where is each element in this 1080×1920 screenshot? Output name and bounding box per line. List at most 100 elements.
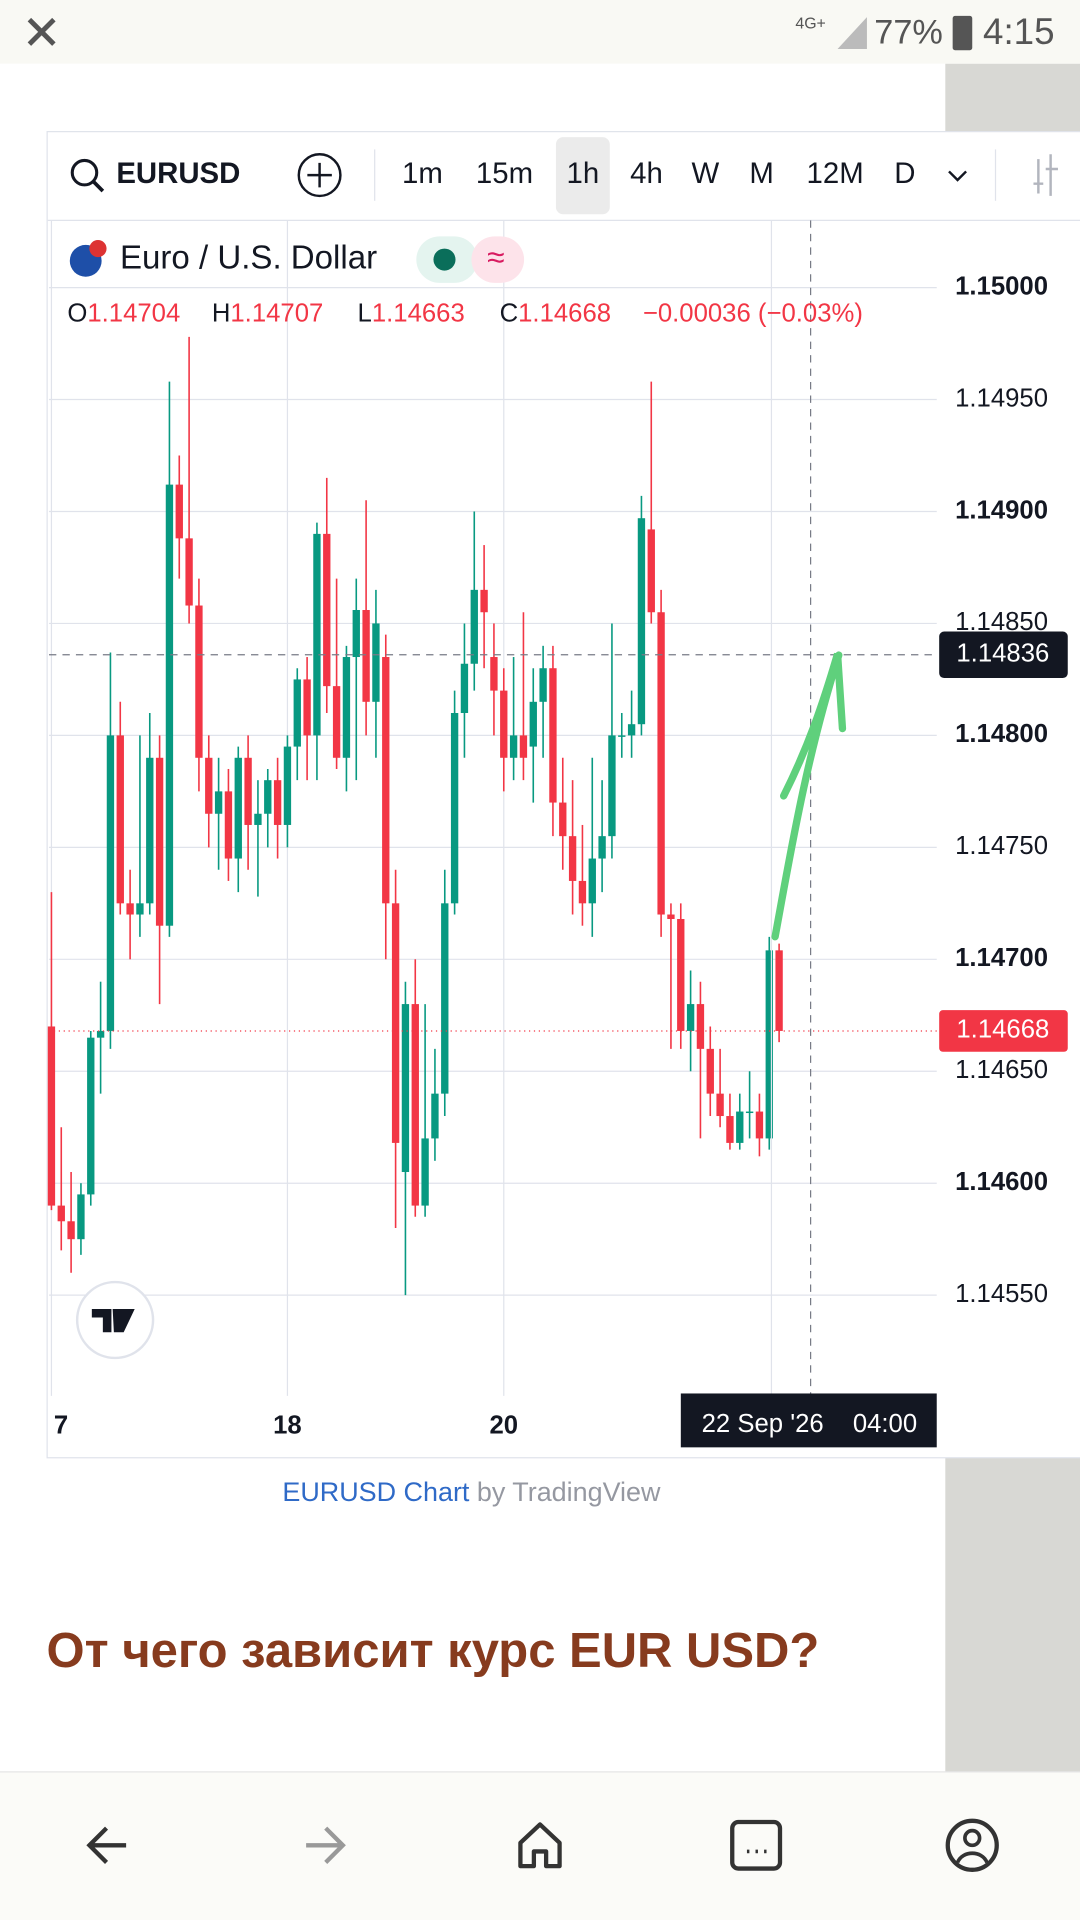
interval-button[interactable]: 15m (476, 157, 533, 190)
candle-body (726, 1116, 734, 1143)
candle-body (598, 836, 606, 859)
market-open-dot (433, 248, 456, 271)
home-button[interactable] (518, 1822, 562, 1869)
candle-body (214, 791, 223, 814)
candle-body (401, 1004, 410, 1173)
candle-body (608, 735, 616, 837)
delayed-icon: ≈ (487, 239, 504, 275)
close-icon[interactable] (27, 17, 56, 46)
candle-body (716, 1093, 724, 1117)
x-tick-label: 18 (273, 1411, 302, 1439)
candle-body (372, 623, 380, 702)
candle-body (313, 533, 321, 736)
ohlc-value: 1.14663 (372, 299, 465, 327)
y-tick-label: 1.14550 (955, 1280, 1048, 1308)
ohlc-item: L1.14663 (358, 299, 465, 327)
candle-body (283, 746, 292, 825)
ohlc-value: 1.14704 (87, 299, 180, 327)
interval-button[interactable]: M (749, 157, 773, 190)
more-intervals[interactable] (948, 170, 967, 182)
candle-body (627, 724, 636, 736)
y-tick-label: 1.14700 (955, 944, 1048, 972)
network: 4G+ (795, 16, 826, 33)
candle-body (165, 484, 174, 926)
candle-body (539, 668, 547, 702)
interval-button[interactable]: W (691, 157, 719, 190)
candle-body (352, 610, 360, 658)
interval-button[interactable]: 1h (567, 157, 600, 190)
candle-body (490, 657, 498, 691)
add-symbol[interactable] (297, 153, 342, 198)
symbol[interactable]: EURUSD (116, 157, 240, 190)
y-tick-label: 1.14800 (955, 720, 1048, 748)
chart-type-icon[interactable] (1033, 154, 1058, 196)
interval-group: 1m 15m 1h 4h W M 12M D (402, 137, 916, 215)
candle-body (323, 533, 331, 687)
y-tick-label: 1.14750 (955, 832, 1048, 860)
add-symbol-plus (307, 162, 332, 188)
back-button[interactable] (86, 1826, 127, 1864)
candle-body (470, 589, 478, 664)
chart-title: Euro / U.S. Dollar (120, 239, 377, 276)
candle-body (126, 903, 134, 915)
crosshair-time: 04:00 (853, 1410, 917, 1438)
symbol-flag (89, 240, 107, 258)
interval-button[interactable]: 4h (630, 157, 663, 190)
candle-body (637, 518, 646, 725)
active-interval-bg (555, 137, 610, 215)
x-tick-label: 20 (489, 1411, 518, 1439)
search-icon[interactable] (70, 158, 99, 187)
candle-body (205, 757, 213, 814)
candle-body (441, 903, 449, 1094)
candle-body (618, 735, 626, 737)
interval-button[interactable]: D (894, 157, 915, 190)
candle-body (382, 657, 390, 904)
y-tick-label: 1.14650 (955, 1056, 1048, 1084)
candle-body (431, 1093, 439, 1139)
tabs-button[interactable] (730, 1819, 783, 1871)
candle-body (578, 880, 587, 904)
interval-button[interactable]: 12M (807, 157, 864, 190)
status-pill (471, 236, 525, 283)
candle-body (706, 1048, 714, 1094)
candle-body (588, 858, 596, 904)
candle-body (47, 1026, 56, 1206)
profile-button[interactable] (945, 1818, 999, 1872)
candle-body (254, 813, 262, 825)
candle-body (509, 735, 518, 758)
forward-button[interactable] (306, 1826, 346, 1864)
candle-body (500, 690, 508, 758)
ohlc-item: O1.14704 (67, 299, 180, 327)
profile-head (963, 1828, 982, 1848)
candle-body (765, 950, 773, 1139)
ohlc-key: C (500, 299, 519, 327)
ohlc-key: O (67, 299, 87, 327)
interval-button[interactable]: 1m (402, 157, 443, 190)
candle-body (647, 529, 655, 613)
candle-body (57, 1205, 65, 1222)
battery-level: 77% (874, 13, 943, 51)
clock: 4:15 (983, 11, 1054, 52)
candle-body (736, 1111, 744, 1143)
candle-body (332, 686, 341, 758)
candle-body (657, 612, 665, 915)
profile-body (955, 1851, 989, 1864)
candle-body (136, 903, 144, 915)
candle-body (559, 802, 567, 837)
candle-body (175, 484, 183, 539)
nav-bar (0, 1771, 1080, 1920)
candle-body (224, 791, 233, 859)
battery-icon (952, 15, 973, 51)
candle-body (411, 1004, 419, 1206)
candle-body (460, 663, 469, 714)
candle-body (480, 589, 488, 613)
credit-link[interactable]: EURUSD Chart (282, 1477, 470, 1507)
candle-body (116, 735, 124, 904)
candle-body (450, 713, 459, 904)
candle-body (775, 950, 783, 1031)
last-price-label: 1.14668 (956, 1016, 1049, 1044)
candle-body (293, 679, 301, 747)
candle-body (667, 914, 675, 919)
ohlc-key: H (212, 299, 231, 327)
